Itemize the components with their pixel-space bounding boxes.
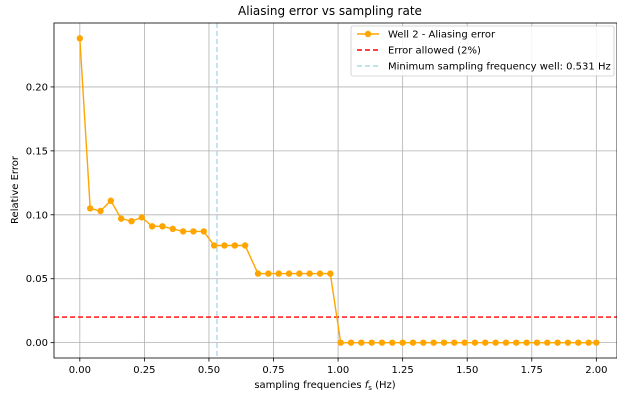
legend-label: Minimum sampling frequency well: 0.531 H…: [388, 62, 611, 73]
data-point: [389, 339, 396, 346]
data-point: [420, 339, 427, 346]
data-point: [138, 214, 146, 221]
data-point: [179, 228, 187, 235]
data-point: [575, 339, 582, 346]
data-point: [399, 339, 406, 346]
x-tick-label: 1.75: [521, 365, 543, 376]
plot-frame: [53, 22, 617, 359]
reference-lines: [54, 23, 617, 358]
data-point: [316, 270, 324, 277]
data-point: [306, 270, 313, 277]
x-tick-label: 1.00: [327, 365, 349, 376]
legend-label: Well 2 - Aliasing error: [388, 30, 496, 41]
data-point: [97, 207, 104, 215]
data-point: [107, 197, 115, 204]
data-point: [430, 339, 437, 346]
x-axis-ticks: 0.00 0.25 0.50 0.75 1.00 1.25 1.50 1.75 2.00: [69, 358, 607, 376]
data-point: [296, 270, 303, 277]
x-axis-label: sampling frequencies fs (Hz): [254, 380, 395, 392]
data-point: [358, 339, 365, 346]
data-point: [378, 339, 386, 346]
y-tick-label: 0.05: [26, 274, 48, 285]
x-tick-label: 1.50: [456, 365, 478, 376]
data-point: [471, 339, 479, 346]
data-point: [409, 339, 417, 346]
data-point: [265, 270, 272, 277]
data-point: [451, 339, 458, 346]
data-point: [117, 215, 125, 222]
data-point: [564, 339, 572, 346]
data-point: [200, 228, 207, 235]
data-point: [523, 339, 530, 346]
data-point: [169, 225, 176, 233]
legend: Well 2 - Aliasing error Error allowed (2%…: [350, 25, 615, 77]
x-tick-label: 1.25: [392, 365, 414, 376]
data-point: [368, 339, 375, 346]
data-point: [492, 339, 499, 346]
data-point: [593, 339, 600, 346]
x-tick-label: 0.25: [133, 365, 155, 376]
data-point: [285, 270, 293, 277]
data-point: [337, 339, 344, 346]
data-point: [482, 339, 489, 346]
data-point: [86, 205, 94, 212]
data-point: [502, 339, 510, 346]
x-tick-label: 0.50: [198, 365, 220, 376]
data-point: [440, 339, 448, 346]
data-point: [76, 35, 84, 42]
data-point: [513, 339, 520, 346]
y-axis-ticks: 0.00 0.05 0.10 0.15 0.20: [26, 82, 54, 349]
data-point: [254, 270, 262, 277]
y-tick-label: 0.20: [26, 82, 48, 93]
data-point: [241, 242, 249, 249]
y-axis-label: Relative Error: [10, 155, 21, 224]
y-tick-label: 0.00: [26, 338, 48, 349]
legend-entry-series: Well 2 - Aliasing error: [357, 30, 496, 41]
legend-entry-min-frequency: Minimum sampling frequency well: 0.531 H…: [357, 62, 611, 73]
data-point: [554, 339, 561, 346]
data-point: [159, 223, 166, 230]
legend-entry-error-allowed: Error allowed (2%): [357, 46, 481, 57]
data-point: [128, 217, 135, 225]
legend-box: [350, 25, 615, 77]
data-point: [221, 242, 228, 249]
data-point: [231, 242, 238, 249]
legend-label: Error allowed (2%): [388, 46, 481, 57]
data-point: [148, 223, 156, 230]
data-point: [533, 339, 541, 346]
x-tick-label: 0.00: [69, 365, 91, 376]
data-point: [190, 228, 197, 235]
legend-marker: [364, 30, 372, 38]
data-point: [210, 242, 218, 249]
data-point: [275, 270, 282, 277]
data-point: [347, 339, 355, 346]
chart-title: Aliasing error vs sampling rate: [238, 4, 422, 18]
data-point: [327, 270, 334, 277]
data-point: [544, 339, 551, 346]
x-tick-label: 0.75: [262, 365, 284, 376]
series-layer: [76, 35, 600, 346]
y-tick-label: 0.10: [26, 210, 48, 221]
y-tick-label: 0.15: [26, 146, 48, 157]
data-point: [585, 339, 592, 346]
data-point: [461, 339, 468, 346]
x-tick-label: 2.00: [585, 365, 607, 376]
